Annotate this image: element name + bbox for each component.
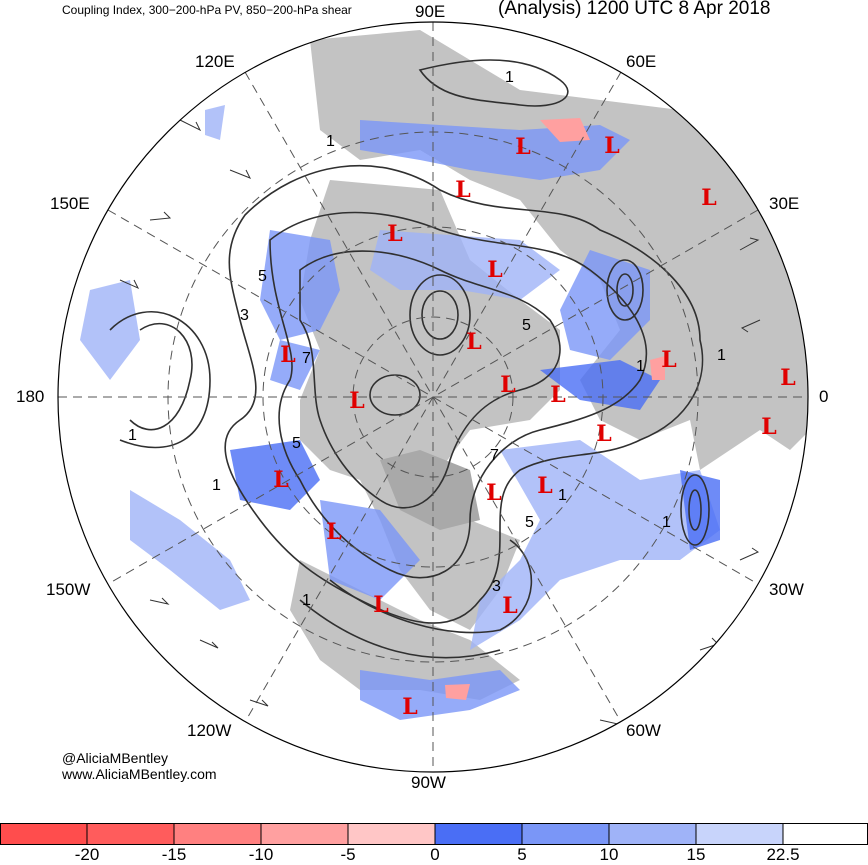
- lon-label-60w: 60W: [626, 721, 661, 740]
- low-marker: L: [604, 133, 619, 159]
- low-marker: L: [280, 342, 295, 368]
- colorbar-tick-label: -15: [161, 845, 187, 864]
- low-marker: L: [487, 257, 502, 283]
- low-marker: L: [349, 388, 364, 414]
- low-marker: L: [596, 421, 611, 447]
- colorbar-bin: [522, 823, 609, 845]
- colorbar-bin: [609, 823, 696, 845]
- lon-label-30e: 30E: [769, 194, 800, 213]
- contour-label: 7: [490, 447, 499, 464]
- colorbar-tick-label: -20: [74, 845, 100, 864]
- low-marker: L: [373, 592, 388, 618]
- contour-label: 1: [128, 427, 137, 444]
- low-marker: L: [387, 221, 402, 247]
- colorbar-bin: [87, 823, 174, 845]
- colorbar: [0, 823, 868, 845]
- contour-label: 7: [302, 350, 311, 367]
- credit-twitter: @AliciaMBentley: [62, 750, 169, 766]
- colorbar-bin: [783, 823, 867, 845]
- lon-label-90w: 90W: [411, 773, 446, 792]
- contour-label: 5: [522, 317, 531, 334]
- contour-label: 1: [212, 477, 221, 494]
- contour-label: 1: [717, 347, 726, 364]
- map-title: Coupling Index, 300−200-hPa PV, 850−200-…: [62, 3, 352, 17]
- colorbar-tick-label: 10: [599, 845, 619, 864]
- contour-value-labels: 1 1 5 3 5 7 1 1 1 5 7 1 1 5 1 3 1: [128, 69, 726, 609]
- colorbar-tick-label: 15: [686, 845, 706, 864]
- contour-label: 1: [302, 592, 311, 609]
- low-marker: L: [761, 414, 776, 440]
- lon-label-90e: 90E: [415, 2, 446, 21]
- map-boundary: [57, 21, 809, 773]
- colorbar-bin: [0, 823, 87, 845]
- low-marker: L: [661, 347, 676, 373]
- contour-label: 5: [292, 435, 301, 452]
- lon-label-60e: 60E: [626, 52, 657, 71]
- contour-label: 5: [258, 268, 267, 285]
- contour-label: 1: [505, 69, 514, 86]
- colorbar-bin: [696, 823, 783, 845]
- low-marker: L: [502, 593, 517, 619]
- low-pressure-markers: L L L L L L L L L L L L L L L L L L L L …: [273, 133, 795, 720]
- low-marker: L: [402, 694, 417, 720]
- low-marker: L: [273, 467, 288, 493]
- colorbar-bin: [174, 823, 261, 845]
- low-marker: L: [780, 365, 795, 391]
- colorbar-bin: [435, 823, 522, 845]
- low-marker: L: [550, 382, 565, 408]
- analysis-time: (Analysis) 1200 UTC 8 Apr 2018: [498, 0, 771, 19]
- low-marker: L: [500, 372, 515, 398]
- coupling-index-shading: [80, 105, 720, 720]
- low-marker: L: [537, 473, 552, 499]
- colorbar-bin: [261, 823, 348, 845]
- graticule: [58, 22, 808, 772]
- contour-label: 3: [492, 578, 501, 595]
- lon-label-150e: 150E: [50, 194, 90, 213]
- lon-label-30w: 30W: [769, 580, 804, 599]
- colorbar-tick-label: 22.5: [766, 845, 800, 864]
- lon-label-0: 0: [819, 387, 829, 406]
- colorbar-tick-label: -5: [340, 845, 356, 864]
- contour-label: 1: [662, 514, 671, 531]
- contour-label: 1: [326, 133, 335, 150]
- low-marker: L: [701, 185, 716, 211]
- colorbar-tick-label: -10: [248, 845, 274, 864]
- low-marker: L: [326, 519, 341, 545]
- low-marker: L: [466, 329, 481, 355]
- colorbar-bin: [348, 823, 435, 845]
- low-marker: L: [455, 177, 470, 203]
- contour-label: 3: [240, 307, 249, 324]
- pv-contours: [109, 59, 710, 659]
- lon-label-180: 180: [16, 387, 45, 406]
- lon-label-120e: 120E: [195, 52, 235, 71]
- credit-website: www.AliciaMBentley.com: [62, 766, 217, 782]
- low-marker: L: [486, 480, 501, 506]
- colorbar-tick-label: 0: [430, 845, 440, 864]
- lon-label-150w: 150W: [46, 580, 91, 599]
- colorbar-tick-label: 5: [517, 845, 527, 864]
- low-marker: L: [515, 134, 530, 160]
- contour-label: 5: [525, 514, 534, 531]
- contour-label: 1: [558, 487, 567, 504]
- lon-label-120w: 120W: [187, 721, 232, 740]
- contour-label: 1: [636, 358, 645, 375]
